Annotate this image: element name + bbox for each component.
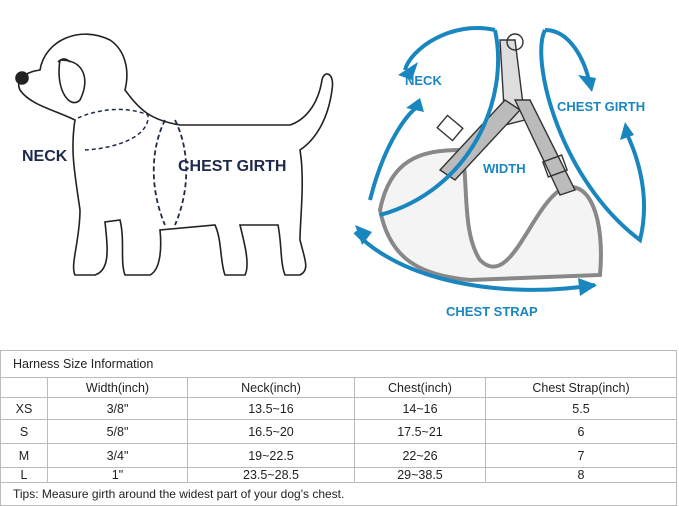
cell: 7 [485, 443, 677, 468]
size-cell: L [0, 467, 48, 483]
table-title: Harness Size Information [0, 350, 677, 378]
illustration [15, 26, 647, 296]
header-cell: Chest Strap(inch) [485, 377, 677, 398]
header-cell: Width(inch) [47, 377, 188, 398]
dog-chest-girth-label: CHEST GIRTH [178, 158, 287, 175]
cell: 14~16 [354, 397, 486, 420]
harness-drawing [377, 33, 603, 283]
harness-neck-label: NECK [405, 73, 442, 88]
cell: 3/8" [47, 397, 188, 420]
cell: 16.5~20 [187, 419, 355, 444]
cell: 5/8" [47, 419, 188, 444]
cell: 19~22.5 [187, 443, 355, 468]
harness-chest-strap-label: CHEST STRAP [446, 304, 538, 319]
cell: 13.5~16 [187, 397, 355, 420]
header-row: Width(inch) Neck(inch) Chest(inch) Chest… [0, 377, 677, 398]
chest-strap-arrow [353, 230, 596, 292]
dog-drawing [15, 33, 334, 276]
cell: 5.5 [485, 397, 677, 420]
dog-neck-measure [77, 108, 149, 151]
cell: 23.5~28.5 [187, 467, 355, 483]
size-cell: S [0, 419, 48, 444]
size-table: Harness Size Information Width(inch) Nec… [0, 350, 677, 506]
harness-arrows [353, 26, 647, 292]
cell: 6 [485, 419, 677, 444]
cell: 3/4" [47, 443, 188, 468]
size-cell: XS [0, 397, 48, 420]
harness-chest-girth-label: CHEST GIRTH [557, 99, 646, 114]
harness-width-label: WIDTH [483, 161, 526, 176]
header-cell: Neck(inch) [187, 377, 355, 398]
cell: 1" [47, 467, 188, 483]
table-row: M 3/4" 19~22.5 22~26 7 [0, 443, 677, 468]
cell: 29~38.5 [354, 467, 486, 483]
cell: 17.5~21 [354, 419, 486, 444]
size-cell: M [0, 443, 48, 468]
header-cell [0, 377, 48, 398]
cell: 22~26 [354, 443, 486, 468]
dog-chest-measure [152, 119, 188, 226]
table-row: S 5/8" 16.5~20 17.5~21 6 [0, 419, 677, 444]
tips-text: Tips: Measure girth around the widest pa… [0, 482, 677, 506]
dog-neck-label: NECK [22, 148, 68, 165]
header-cell: Chest(inch) [354, 377, 486, 398]
table-row: L 1" 23.5~28.5 29~38.5 8 [0, 467, 677, 483]
cell: 8 [485, 467, 677, 483]
table-row: XS 3/8" 13.5~16 14~16 5.5 [0, 397, 677, 420]
